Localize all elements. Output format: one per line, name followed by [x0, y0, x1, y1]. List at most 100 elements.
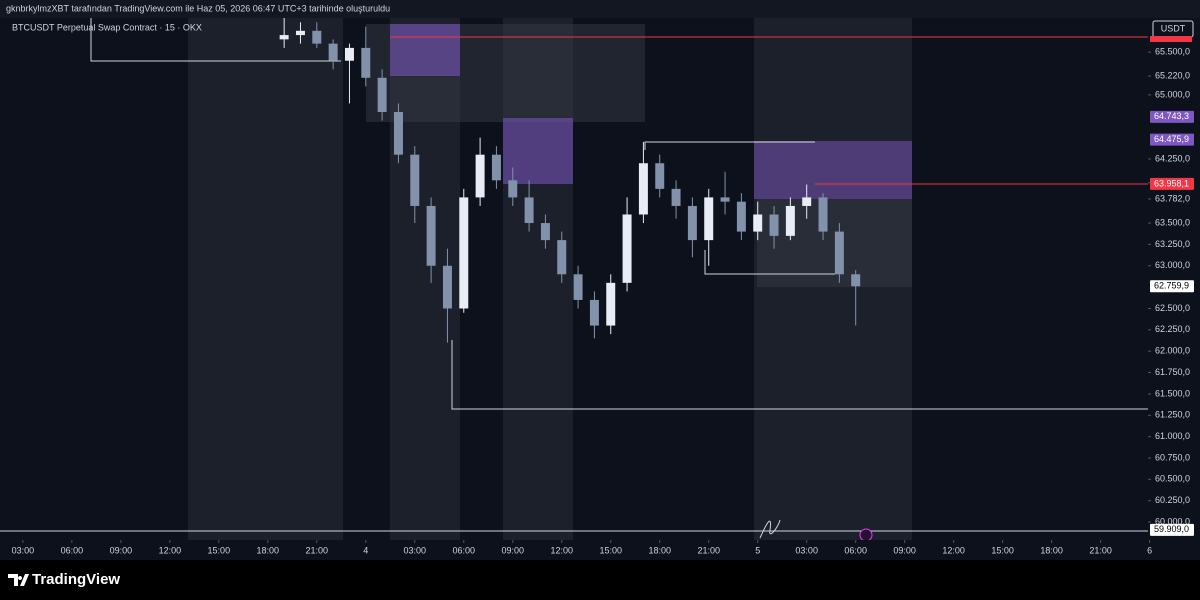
x-tick-label: 09:00 [501, 545, 524, 555]
candle-body [622, 214, 632, 283]
candle-body [557, 240, 567, 275]
y-tick-label: 65.000,0 [1155, 89, 1190, 99]
x-tick-label: 5 [755, 545, 760, 555]
candle-body [687, 205, 697, 241]
candle-body [851, 274, 861, 287]
y-tick-label: 62.250,0 [1155, 324, 1190, 334]
x-axis: 03:00 06:00 09:00 12:00 15:00 18:00 21:00 4 03:0… [12, 540, 1152, 555]
candle-body [606, 282, 616, 326]
price-badge-label: 62.759,9 [1154, 281, 1189, 291]
logo: TradingView [8, 571, 120, 588]
y-tick-label: 60.750,0 [1155, 452, 1190, 462]
hidden-badge [1150, 36, 1192, 42]
plot [0, 18, 1148, 540]
price-badge [1150, 110, 1194, 123]
x-tick-label: 18:00 [1040, 545, 1063, 555]
x-tick-label: 15:00 [991, 545, 1014, 555]
x-tick-label: 12:00 [942, 545, 965, 555]
y-tick-label: 62.500,0 [1155, 303, 1190, 313]
x-tick-label: 15:00 [208, 545, 231, 555]
drawings [0, 18, 1148, 540]
candle-body [540, 223, 550, 241]
price-badge [1150, 133, 1194, 146]
price-axis [1148, 18, 1200, 540]
candle-body [818, 197, 828, 232]
x-tick-label: 03:00 [795, 545, 818, 555]
price-badge-label: 59.909,0 [1154, 524, 1189, 534]
candle-body [769, 214, 779, 236]
x-tick-label: 03:00 [12, 545, 35, 555]
candle-body [475, 154, 485, 198]
x-tick-label: 18:00 [257, 545, 280, 555]
y-tick-label: 63.500,0 [1155, 217, 1190, 227]
price-badge [1150, 280, 1194, 293]
x-tick-label: 12:00 [159, 545, 182, 555]
y-tick-label: 63.782,0 [1155, 193, 1190, 203]
candle-body [328, 43, 338, 61]
y-tick-label: 60.250,0 [1155, 495, 1190, 505]
candle-body [312, 30, 322, 44]
candle-body [344, 47, 354, 61]
candle-body [802, 197, 812, 206]
candle-body [279, 35, 289, 40]
zones [366, 24, 912, 287]
candle-body [638, 163, 648, 215]
candle-body [377, 77, 387, 112]
x-tick-label: 06:00 [844, 545, 867, 555]
x-tick-label: 21:00 [1089, 545, 1112, 555]
x-tick-label: 21:00 [306, 545, 329, 555]
footer-bar [0, 560, 1200, 600]
y-tick-label: 63.000,0 [1155, 260, 1190, 270]
y-tick-label: 61.750,0 [1155, 367, 1190, 377]
x-tick-label: 18:00 [648, 545, 671, 555]
candle-body [426, 205, 436, 266]
y-tick-label: 62.000,0 [1155, 346, 1190, 356]
candle-body [671, 188, 681, 206]
caption: gknbrkylmzXBT tarafından TradingView.com… [6, 3, 390, 13]
symbol-title: BTCUSDT Perpetual Swap Contract · 15 · O… [12, 22, 202, 32]
x-tick-label: 6 [1147, 545, 1152, 555]
candle-body [361, 47, 371, 78]
price-badge [1150, 177, 1194, 190]
candle-body [655, 163, 665, 189]
x-tick-label: 09:00 [893, 545, 916, 555]
candle-body [785, 205, 795, 236]
candle-body [459, 197, 469, 309]
x-tick-label: 12:00 [550, 545, 573, 555]
candle-body [753, 214, 763, 232]
x-tick-label: 06:00 [453, 545, 476, 555]
candle-body [442, 265, 452, 309]
candle-body [393, 111, 403, 155]
y-tick-label: 65.500,0 [1155, 47, 1190, 57]
header-bar [0, 0, 1200, 18]
x-tick-label: 03:00 [404, 545, 427, 555]
candle-body [573, 274, 583, 300]
candle-body [704, 197, 714, 241]
y-tick-label: 61.250,0 [1155, 410, 1190, 420]
price-badge-label: 64.743,3 [1154, 111, 1189, 121]
x-tick-label: 21:00 [697, 545, 720, 555]
candle-body [736, 201, 746, 232]
y-tick-label: 61.500,0 [1155, 388, 1190, 398]
price-badge [1150, 523, 1194, 536]
candle-body [589, 299, 599, 326]
candle-body [491, 154, 501, 181]
x-tick-label: 09:00 [110, 545, 133, 555]
x-tick-label: 4 [363, 545, 368, 555]
candle-body [508, 180, 518, 198]
y-tick-label: 60.000,0 [1155, 516, 1190, 526]
candle-body [834, 231, 844, 275]
x-tick-label: 06:00 [61, 545, 84, 555]
candle-body [524, 197, 534, 224]
y-tick-label: 65.220,0 [1155, 70, 1190, 80]
x-tick-label: 15:00 [599, 545, 622, 555]
price-badge-label: 64.475,9 [1154, 134, 1189, 144]
candle-body [295, 30, 305, 36]
y-tick-label: 60.500,0 [1155, 474, 1190, 484]
y-axis: 65.500,065.220,065.000,064.250,063.971,3… [1148, 47, 1194, 536]
price-badge-label: 63.958,1 [1154, 178, 1189, 188]
y-tick-label: 61.000,0 [1155, 431, 1190, 441]
currency: USDT [1161, 23, 1186, 33]
candle-body [410, 154, 420, 206]
candles [279, 18, 861, 343]
